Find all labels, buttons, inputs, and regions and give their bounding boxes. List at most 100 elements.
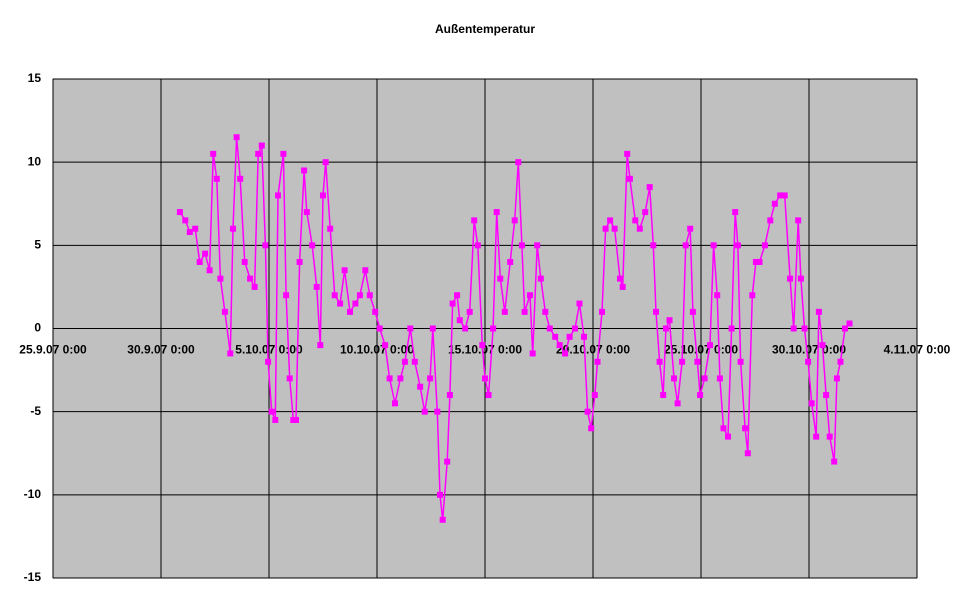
data-point (771, 200, 778, 207)
data-point (815, 308, 822, 315)
data-point (337, 300, 344, 307)
data-point (837, 358, 844, 365)
data-point (327, 225, 334, 232)
data-point (653, 308, 659, 315)
data-point (449, 300, 456, 307)
data-point (429, 325, 436, 332)
data-point (808, 400, 815, 407)
data-point (611, 225, 618, 232)
data-point (454, 292, 461, 299)
data-point (744, 450, 751, 457)
data-point (265, 358, 272, 365)
data-point (781, 192, 788, 199)
data-point (331, 292, 338, 299)
data-point (529, 350, 536, 357)
data-point (777, 192, 784, 199)
chart-title: Außentemperatur (435, 22, 535, 36)
data-point (826, 433, 833, 440)
x-tick-label: 25.9.07 0:00 (19, 343, 87, 357)
data-point (527, 292, 533, 299)
data-point (482, 375, 488, 382)
data-point (247, 275, 254, 282)
data-point (293, 416, 299, 423)
data-point (694, 358, 701, 365)
data-point (411, 358, 418, 365)
data-point (813, 433, 820, 440)
data-point (347, 308, 353, 315)
data-point (317, 342, 324, 349)
data-point (217, 275, 224, 282)
data-point (656, 358, 663, 365)
data-point (562, 350, 569, 357)
data-point (466, 308, 473, 315)
data-point (767, 217, 774, 224)
data-point (819, 342, 826, 349)
data-point (714, 292, 721, 299)
data-point (485, 392, 492, 399)
data-point (280, 150, 287, 157)
x-tick-label: 10.10.07 0:00 (340, 343, 414, 357)
data-point (268, 408, 275, 415)
data-point (262, 242, 269, 249)
data-point (842, 325, 848, 332)
data-point (322, 159, 329, 166)
data-point (710, 242, 717, 249)
data-point (241, 258, 248, 265)
data-point (382, 342, 389, 349)
data-point (607, 217, 614, 224)
data-point (716, 375, 723, 382)
data-point (493, 209, 500, 216)
data-point (795, 217, 802, 224)
data-point (192, 225, 199, 232)
data-point (588, 425, 595, 432)
data-point (206, 267, 213, 274)
data-point (823, 392, 830, 399)
data-point (313, 283, 320, 290)
data-point (479, 342, 486, 349)
data-point (362, 267, 369, 274)
data-point (202, 250, 209, 257)
data-point (182, 217, 189, 224)
data-point (537, 275, 544, 282)
data-point (507, 258, 514, 265)
data-point (490, 325, 497, 332)
data-point (515, 159, 522, 166)
data-point (666, 317, 673, 324)
data-point (444, 458, 451, 465)
y-tick-label: -15 (24, 570, 42, 584)
data-point (356, 292, 363, 299)
data-point (725, 433, 731, 440)
data-point (341, 267, 348, 274)
data-point (636, 225, 643, 232)
data-point (576, 300, 583, 307)
data-point (697, 392, 704, 399)
data-point (186, 229, 193, 236)
data-point (619, 283, 626, 290)
data-point (518, 242, 525, 249)
y-tick-label: -10 (24, 487, 42, 501)
data-point (546, 325, 553, 332)
data-point (674, 400, 681, 407)
data-point (728, 325, 735, 332)
data-point (787, 275, 794, 282)
data-point (797, 275, 804, 282)
data-point (846, 320, 853, 327)
data-point (352, 300, 359, 307)
data-point (213, 175, 220, 182)
data-point (662, 325, 669, 332)
data-point (397, 375, 404, 382)
data-point (446, 392, 453, 399)
data-point (511, 217, 518, 224)
data-point (501, 308, 508, 315)
data-point (599, 308, 605, 315)
x-tick-label: 4.11.07 0:00 (884, 343, 951, 357)
data-point (756, 258, 763, 265)
data-point (650, 242, 657, 249)
data-point (572, 325, 578, 332)
y-tick-label: 5 (34, 238, 41, 252)
x-tick-label: 20.10.07 0:00 (556, 343, 630, 357)
data-point (534, 242, 541, 249)
data-point (309, 242, 316, 249)
data-point (720, 425, 727, 432)
